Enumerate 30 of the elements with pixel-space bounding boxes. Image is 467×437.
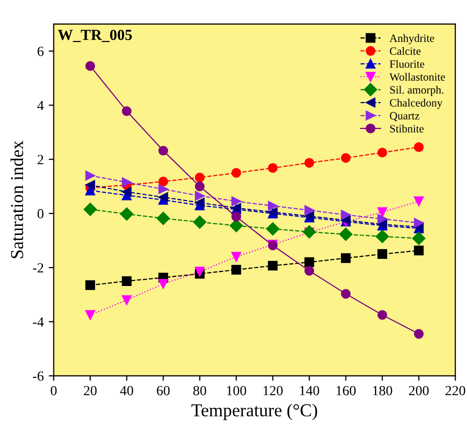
- legend-label: Chalcedony: [390, 98, 442, 109]
- x-tick-label: 220: [446, 386, 466, 396]
- legend-label: Fluorite: [390, 60, 424, 68]
- legend-label: Stibnite: [390, 124, 424, 132]
- legend-label: Wollastonite: [389, 72, 445, 81]
- x-tick-label: 100: [227, 386, 246, 396]
- y-tick-label: 6: [38, 46, 44, 56]
- x-tick-label: 160: [336, 386, 356, 396]
- legend-label: Calcite: [390, 47, 421, 55]
- legend-label: Anhydrite: [390, 34, 434, 44]
- y-tick-label: 4: [37, 100, 44, 110]
- chart-title: W_TR_005: [58, 30, 132, 42]
- x-tick-label: 40: [120, 386, 134, 396]
- y-axis-title: Saturation index: [10, 140, 24, 258]
- y-tick-label: -2: [32, 263, 44, 272]
- y-tick-label: -4: [32, 317, 44, 327]
- x-tick-label: 60: [156, 386, 170, 396]
- legend-label: Quartz: [390, 112, 420, 122]
- y-tick-label: 2: [38, 154, 44, 164]
- x-tick-label: 120: [264, 386, 283, 396]
- x-axis-title: Temperature (°C): [191, 404, 318, 420]
- x-tick-label: 80: [193, 386, 206, 396]
- y-tick-label: -6: [32, 371, 44, 381]
- x-tick-label: 140: [300, 386, 320, 396]
- x-tick-label: 180: [373, 386, 392, 396]
- x-tick-label: 200: [409, 386, 429, 396]
- x-tick-label: 0: [50, 386, 57, 396]
- legend-label: Sil. amorph.: [390, 86, 444, 96]
- y-tick-label: 0: [38, 209, 44, 218]
- x-tick-label: 20: [84, 386, 97, 396]
